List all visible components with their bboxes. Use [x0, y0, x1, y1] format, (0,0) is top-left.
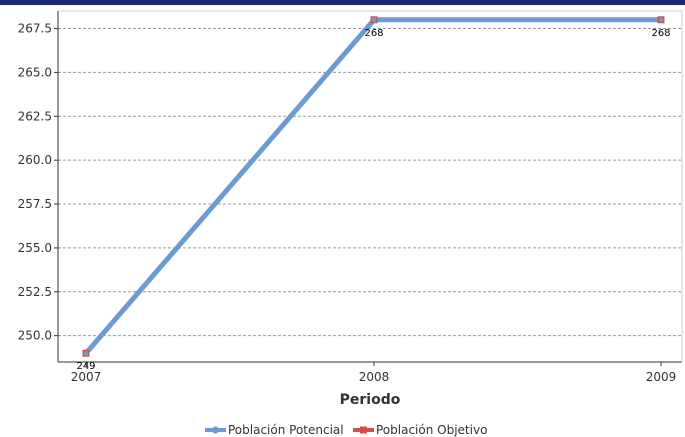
data-point-potencial[interactable]	[371, 17, 377, 23]
y-tick-label: 265.0	[18, 65, 52, 79]
legend-label-objetivo: Población Objetivo	[376, 423, 487, 437]
y-tick-label: 260.0	[18, 153, 52, 167]
series-line-poblacion-objetivo	[84, 18, 661, 355]
data-label: 268	[364, 28, 383, 39]
x-axis-title: Periodo	[340, 392, 401, 408]
legend-label-potencial: Población Potencial	[228, 423, 344, 437]
y-tick-label: 262.5	[18, 109, 52, 123]
data-point-potencial[interactable]	[83, 350, 89, 356]
y-tick-label: 250.0	[18, 329, 52, 343]
x-tick-label: 2008	[359, 370, 390, 384]
y-tick-label: 267.5	[18, 22, 52, 36]
data-label: 249	[76, 361, 95, 372]
legend-marker-potencial	[212, 426, 219, 434]
header-bar	[0, 0, 685, 5]
y-tick-label: 255.0	[18, 241, 52, 255]
x-tick-label: 2009	[646, 370, 677, 384]
legend-marker-objetivo	[360, 426, 367, 434]
y-tick-label: 257.5	[18, 197, 52, 211]
data-point-potencial[interactable]	[658, 17, 664, 23]
data-label: 268	[651, 28, 670, 39]
series-line-poblacion-potencial	[84, 17, 661, 355]
y-tick-label: 252.5	[18, 285, 52, 299]
x-tick-label: 2007	[71, 370, 102, 384]
